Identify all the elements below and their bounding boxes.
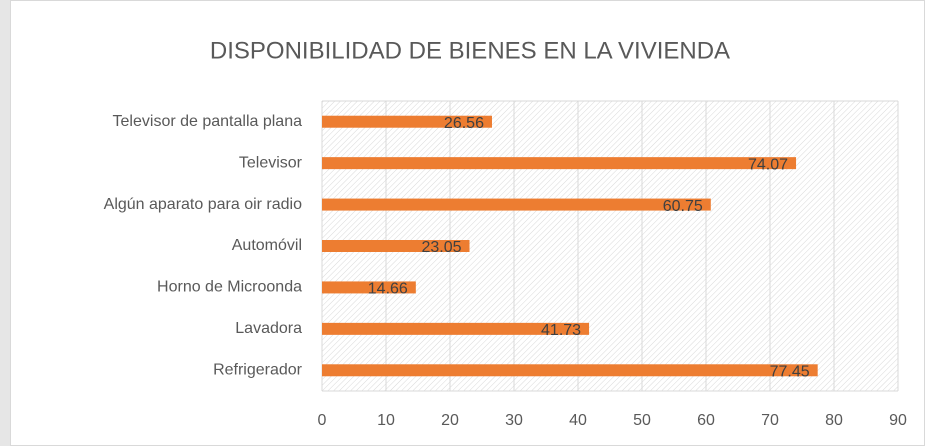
y-tick-label: Televisor de pantalla plana (113, 113, 303, 130)
bar (322, 322, 590, 335)
x-tick-label: 80 (825, 412, 843, 429)
data-label: 26.56 (444, 115, 484, 132)
chart-title: DISPONIBILIDAD DE BIENES EN LA VIVIENDA (210, 37, 730, 64)
x-tick-label: 70 (761, 412, 779, 429)
x-tick-label: 0 (318, 412, 327, 429)
x-tick-label: 30 (505, 412, 523, 429)
x-tick-label: 90 (889, 412, 907, 429)
x-tick-label: 60 (697, 412, 715, 429)
x-tick-label: 10 (377, 412, 395, 429)
x-tick-label: 50 (633, 412, 651, 429)
bar (322, 198, 711, 211)
data-label: 74.07 (748, 156, 788, 173)
bar (322, 281, 416, 294)
y-tick-label: Lavadora (235, 320, 302, 337)
y-tick-label: Automóvil (232, 237, 302, 254)
data-label: 77.45 (770, 364, 810, 381)
data-label: 14.66 (368, 281, 408, 298)
bar (322, 115, 492, 128)
data-label: 60.75 (663, 198, 703, 215)
x-tick-label: 40 (569, 412, 587, 429)
y-tick-label: Televisor (239, 154, 303, 171)
y-tick-label: Horno de Microonda (157, 279, 302, 296)
data-label: 23.05 (421, 239, 461, 256)
bar (322, 157, 797, 170)
y-tick-label: Refrigerador (213, 362, 303, 379)
y-tick-label: Algún aparato para oir radio (104, 196, 302, 213)
data-label: 41.73 (541, 322, 581, 339)
left-strip (0, 0, 10, 446)
bar (322, 240, 470, 252)
x-tick-label: 20 (441, 412, 459, 429)
bar (322, 364, 818, 377)
